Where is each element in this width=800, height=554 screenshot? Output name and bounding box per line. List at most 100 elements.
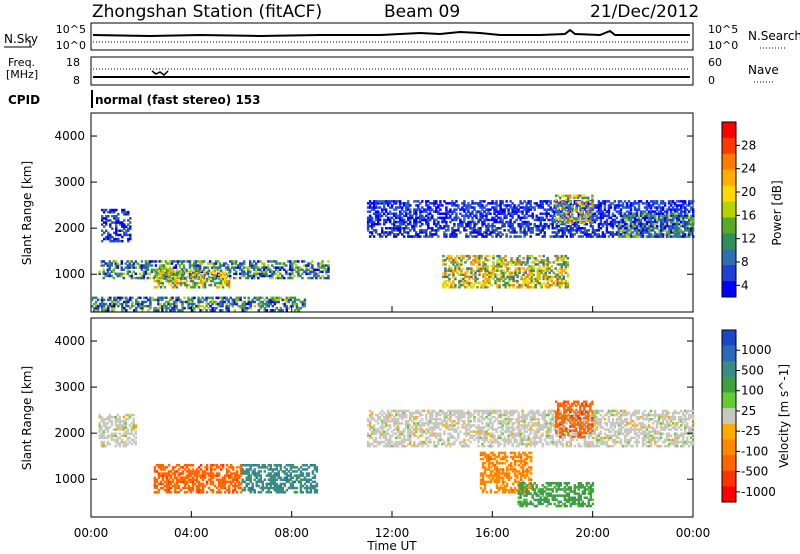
- power-echo-cell: [251, 274, 254, 278]
- power-echo-cell: [188, 262, 192, 265]
- power-echo-cell: [617, 220, 621, 224]
- power-echo-cell: [583, 204, 586, 208]
- power-echo-cell: [637, 200, 641, 203]
- power-echo-cell: [107, 296, 110, 300]
- power-echo-cell: [462, 279, 465, 283]
- power-echo-cell: [581, 211, 584, 214]
- power-echo-cell: [558, 267, 561, 270]
- velocity-echo-cell: [385, 444, 388, 448]
- power-echo-cell: [383, 200, 386, 203]
- velocity-echo-cell: [251, 486, 254, 490]
- power-echo-cell: [597, 202, 601, 205]
- velocity-echo-cell: [203, 466, 207, 469]
- power-echo-cell: [639, 200, 643, 203]
- power-echo-cell: [480, 257, 483, 260]
- power-echo-cell: [213, 273, 217, 276]
- velocity-echo-cell: [197, 491, 201, 494]
- power-echo-cell: [579, 204, 582, 208]
- power-echo-cell: [160, 260, 164, 263]
- power-echo-cell: [206, 262, 210, 265]
- velocity-echo-cell: [211, 464, 215, 467]
- power-echo-cell: [413, 218, 416, 222]
- velocity-echo-cell: [124, 430, 127, 433]
- power-echo-cell: [391, 200, 394, 203]
- velocity-echo-cell: [247, 486, 250, 490]
- power-echo-cell: [671, 202, 675, 205]
- power-echo-cell: [439, 227, 442, 230]
- power-echo-cell: [583, 196, 586, 200]
- power-echo-cell: [547, 224, 550, 228]
- power-echo-cell: [643, 224, 647, 228]
- power-echo-cell: [577, 204, 580, 207]
- power-echo-cell: [175, 302, 178, 306]
- power-echo-cell: [211, 306, 214, 310]
- power-echo-cell: [485, 212, 488, 215]
- velocity-echo-cell: [285, 478, 288, 481]
- power-echo-cell: [655, 218, 659, 222]
- power-echo-cell: [149, 296, 152, 300]
- power-echo-cell: [267, 266, 270, 269]
- power-echo-cell: [407, 235, 410, 238]
- power-echo-cell: [564, 279, 567, 283]
- power-echo-cell: [427, 216, 430, 220]
- velocity-echo-cell: [311, 484, 315, 488]
- velocity-echo-cell: [108, 413, 111, 417]
- power-echo-cell: [157, 281, 161, 285]
- power-echo-cell: [303, 264, 306, 267]
- power-echo-cell: [631, 214, 635, 218]
- power-echo-cell: [175, 296, 178, 300]
- velocity-echo-cell: [169, 491, 173, 494]
- velocity-echo-cell: [223, 476, 227, 479]
- velocity-echo-cell: [167, 470, 171, 473]
- power-echo-cell: [641, 214, 645, 218]
- power-echo-cell: [569, 196, 572, 200]
- power-echo-cell: [395, 214, 398, 218]
- power-echo-cell: [265, 270, 268, 273]
- power-echo-cell: [136, 262, 140, 265]
- power-echo-cell: [651, 227, 655, 230]
- power-echo-cell: [185, 283, 189, 287]
- power-echo-cell: [493, 231, 496, 234]
- power-echo-cell: [601, 214, 605, 218]
- power-echo-cell: [138, 276, 142, 280]
- power-echo-cell: [627, 224, 631, 228]
- power-echo-cell: [451, 218, 454, 222]
- power-echo-cell: [239, 276, 242, 280]
- power-echo-cell: [450, 261, 453, 264]
- power-echo-cell: [109, 223, 112, 226]
- power-echo-cell: [501, 200, 504, 203]
- velocity-echo-cell: [130, 430, 133, 433]
- power-echo-cell: [158, 264, 162, 267]
- power-echo-cell: [175, 279, 179, 283]
- power-echo-cell: [185, 271, 189, 274]
- power-echo-cell: [374, 210, 378, 213]
- power-echo-cell: [500, 261, 503, 264]
- velocity-echo-cell: [195, 470, 199, 473]
- power-echo-cell: [458, 265, 461, 268]
- velocity-echo-cell: [289, 474, 293, 477]
- power-echo-cell: [538, 265, 541, 268]
- power-echo-cell: [601, 202, 605, 205]
- power-echo-cell: [473, 206, 476, 209]
- velocity-echo-cell: [173, 476, 177, 479]
- power-echo-cell: [213, 277, 217, 281]
- velocity-echo-cell: [240, 482, 243, 486]
- velocity-echo-cell: [201, 478, 205, 481]
- power-echo-cell: [511, 231, 514, 234]
- power-echo-cell: [203, 306, 206, 310]
- velocity-echo-cell: [370, 418, 374, 421]
- power-echo-cell: [684, 206, 687, 209]
- power-echo-cell: [667, 202, 671, 205]
- power-echo-cell: [207, 275, 211, 279]
- velocity-echo-cell: [215, 466, 219, 469]
- velocity-echo-cell: [251, 464, 254, 467]
- power-echo-cell: [220, 264, 224, 267]
- power-echo-cell: [385, 202, 388, 205]
- power-echo-cell: [503, 210, 506, 213]
- velocity-echo-cell: [124, 434, 127, 437]
- power-echo-cell: [233, 262, 236, 265]
- power-echo-cell: [535, 214, 538, 218]
- velocity-echo-cell: [161, 468, 165, 471]
- power-echo-cell: [522, 279, 525, 283]
- power-echo-cell: [466, 267, 469, 270]
